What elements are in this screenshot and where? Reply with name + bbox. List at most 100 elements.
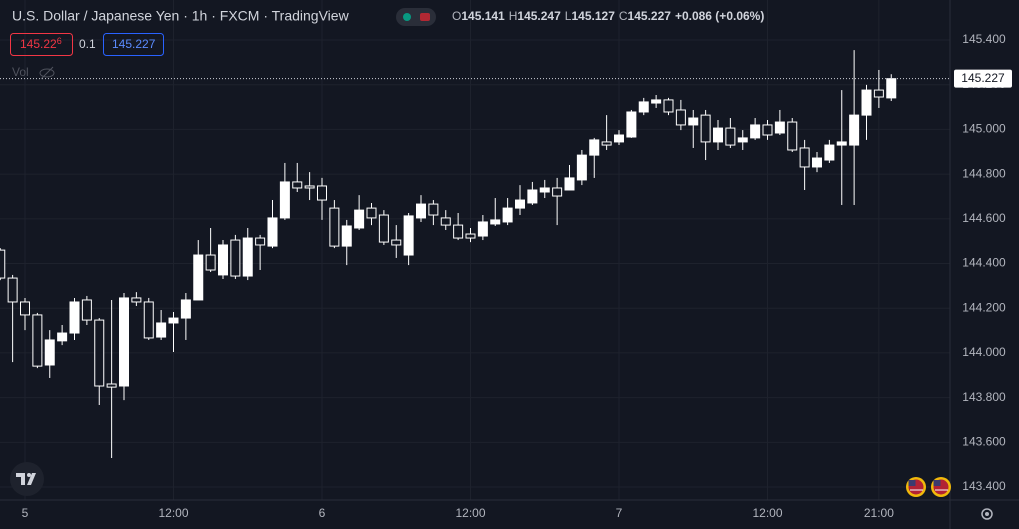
settings-icon[interactable] [981,508,993,520]
status-dot [403,13,411,21]
candle-body [428,203,439,216]
y-tick-label: 145.400 [962,32,1006,46]
candle-body [601,141,612,146]
candle-body [576,154,587,181]
candle-body [193,254,204,301]
plot-area [0,50,950,458]
candle-body [762,124,773,136]
axes: 143.400 143.600 143.800 144.000 144.200 144.4… [22,32,1012,520]
candle-body [57,332,68,342]
candle-body [416,203,426,219]
candle-body [69,301,80,334]
candle-body [663,99,674,113]
candle-body [675,109,686,126]
buy-button[interactable] [103,33,164,56]
candle-body [750,124,761,139]
ohlc-key: H [509,9,518,23]
candle-body [490,219,501,225]
candle-body [292,181,303,189]
candle-body [527,189,538,204]
candle-body [32,314,43,367]
candle-body [242,237,253,277]
candle-body [156,322,167,338]
candle-body [787,121,798,151]
candle-body [218,244,228,276]
candle-body [440,217,451,226]
candle-body [626,111,637,138]
candle-body [515,199,525,209]
y-tick-label: 144.600 [962,211,1006,225]
candle-body [564,177,575,191]
candle-body [688,117,699,126]
grid [0,0,950,500]
last-price-box [954,69,1012,88]
candle-body [651,99,662,104]
candle-body [725,127,736,146]
spread: 0.1 [79,37,96,51]
candle-body [354,209,365,229]
candle-body [267,217,278,247]
y-tick-label: 144.800 [962,166,1006,180]
candle-body [700,114,711,143]
candle-body [131,297,142,303]
sell-price-pip: 6 [57,36,62,46]
y-tick-label: 143.800 [962,390,1006,404]
candle-body [477,221,488,237]
ohlc-key: O [452,9,461,23]
candle-body [143,301,154,339]
event-flags[interactable] [906,477,951,497]
status-icon [420,13,430,21]
candle-body [378,214,389,243]
ohlc-key: L [565,9,572,23]
sell-price-main: 145.22 [20,37,57,51]
candle-body [873,89,884,98]
candle-body [0,249,6,279]
ohlc-change: +0.086 (+0.06%) [675,9,764,23]
sell-button[interactable] [10,33,73,56]
x-tick-label: 12:00 [752,506,782,520]
candle-body [539,187,550,193]
y-tick-label: 145.000 [962,122,1006,136]
x-tick-label: 7 [616,506,623,520]
y-tick-label: 144.400 [962,256,1006,270]
candle-body [713,127,723,143]
candle-body [849,114,860,146]
ohlc-key: C [619,9,628,23]
candle-body [106,383,117,388]
y-tick-label: 143.600 [962,435,1006,449]
candle-body [836,141,847,146]
volume-hidden-icon[interactable] [39,66,55,80]
candle-body [886,78,897,99]
candle-body [638,101,649,113]
last-price-label: 145.227 [961,71,1005,85]
candle-body [81,299,92,321]
candle-body [861,89,872,116]
candle-body [180,299,191,319]
candle-body [552,187,563,197]
candle-body [44,339,55,366]
candle-body [799,147,810,168]
symbol-title: U.S. Dollar / Japanese Yen · 1h · FXCM ·… [12,8,350,24]
ohlc-value: 145.141 [461,9,505,23]
candle-body [774,121,785,134]
candle-body [119,297,129,387]
candle-body [255,237,266,246]
candle-body [403,215,414,256]
y-tick-label: 144.000 [962,345,1006,359]
y-tick-label: 144.200 [962,300,1006,314]
candle-body [230,239,241,277]
ohlc-value: 145.227 [628,9,672,23]
tradingview-logo[interactable] [10,462,44,496]
x-tick-label: 21:00 [864,506,894,520]
sell-price: 145.226 [20,36,62,51]
x-tick-label: 12:00 [158,506,188,520]
buy-price: 145.227 [112,37,156,51]
candle-body [589,139,600,156]
candle-body [614,134,624,143]
candle-body [94,319,105,387]
status-toggle[interactable] [396,8,436,26]
candle-body [465,233,476,239]
candle-body [824,144,835,161]
candle-body [168,317,179,324]
candle-body [737,137,748,143]
